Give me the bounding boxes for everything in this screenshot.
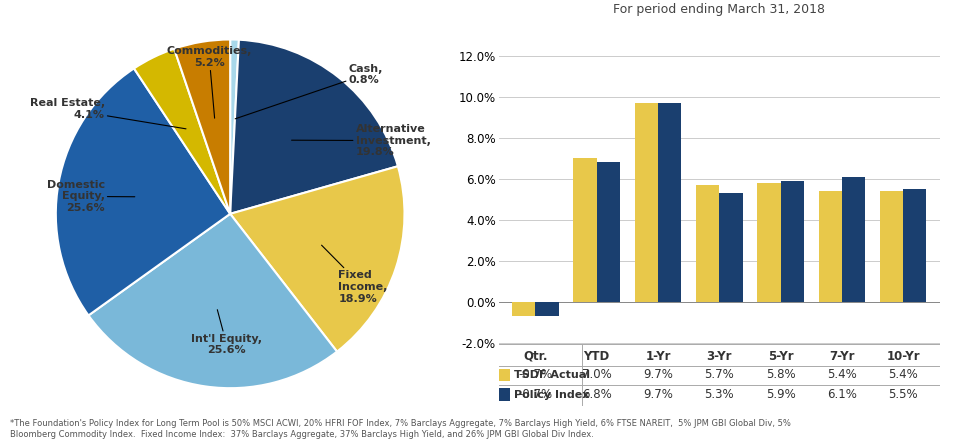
Wedge shape xyxy=(230,40,398,214)
Text: 5.9%: 5.9% xyxy=(765,388,795,401)
Bar xyxy=(903,189,926,302)
Text: 7-Yr: 7-Yr xyxy=(829,350,854,363)
Text: 9.7%: 9.7% xyxy=(643,388,673,401)
Text: For period ending March 31, 2018: For period ending March 31, 2018 xyxy=(613,3,826,16)
Wedge shape xyxy=(88,214,337,388)
Text: 6.1%: 6.1% xyxy=(827,388,856,401)
Text: 5.4%: 5.4% xyxy=(888,368,918,381)
Bar xyxy=(879,191,903,302)
FancyBboxPatch shape xyxy=(499,389,510,401)
Text: Domestic
Equity,
25.6%: Domestic Equity, 25.6% xyxy=(46,180,135,213)
Bar xyxy=(573,158,596,302)
Text: TSDF Actual: TSDF Actual xyxy=(514,370,590,380)
Text: 10-Yr: 10-Yr xyxy=(886,350,920,363)
Bar xyxy=(781,181,804,302)
Bar xyxy=(512,302,535,316)
Wedge shape xyxy=(230,166,405,351)
Wedge shape xyxy=(56,68,230,315)
Text: Commodities,
5.2%: Commodities, 5.2% xyxy=(167,46,252,118)
Bar xyxy=(719,193,742,302)
Wedge shape xyxy=(175,40,230,214)
Text: Int'l Equity,
25.6%: Int'l Equity, 25.6% xyxy=(191,310,262,355)
Bar xyxy=(596,162,620,302)
Text: *The Foundation's Policy Index for Long Term Pool is 50% MSCI ACWI, 20% HFRI FOF: *The Foundation's Policy Index for Long … xyxy=(10,419,790,439)
Text: Cash,
0.8%: Cash, 0.8% xyxy=(235,64,383,119)
Bar xyxy=(535,302,559,316)
Text: 5.7%: 5.7% xyxy=(704,368,735,381)
Text: 5.4%: 5.4% xyxy=(827,368,856,381)
Bar xyxy=(818,191,842,302)
Bar xyxy=(758,183,781,302)
Bar xyxy=(658,103,681,302)
Wedge shape xyxy=(230,40,239,214)
Text: -0.7%: -0.7% xyxy=(519,388,552,401)
Text: 6.8%: 6.8% xyxy=(582,388,612,401)
Text: YTD: YTD xyxy=(584,350,610,363)
Bar xyxy=(696,185,719,302)
Text: 1-Yr: 1-Yr xyxy=(645,350,670,363)
Text: Qtr.: Qtr. xyxy=(524,350,548,363)
Text: 5.3%: 5.3% xyxy=(705,388,734,401)
Wedge shape xyxy=(134,49,230,214)
Text: 5.5%: 5.5% xyxy=(888,388,918,401)
Text: Real Estate,
4.1%: Real Estate, 4.1% xyxy=(30,98,186,129)
Text: 9.7%: 9.7% xyxy=(643,368,673,381)
Text: -0.7%: -0.7% xyxy=(519,368,552,381)
Text: 7.0%: 7.0% xyxy=(582,368,612,381)
Text: Fixed
Income,
18.9%: Fixed Income, 18.9% xyxy=(321,245,387,304)
Text: Policy Index: Policy Index xyxy=(514,389,590,400)
FancyBboxPatch shape xyxy=(499,369,510,381)
Text: 3-Yr: 3-Yr xyxy=(707,350,732,363)
Text: Alternative
Investment,
19.8%: Alternative Investment, 19.8% xyxy=(292,124,431,157)
Text: 5-Yr: 5-Yr xyxy=(768,350,793,363)
Bar xyxy=(842,177,865,302)
Bar xyxy=(635,103,658,302)
Text: 5.8%: 5.8% xyxy=(765,368,795,381)
